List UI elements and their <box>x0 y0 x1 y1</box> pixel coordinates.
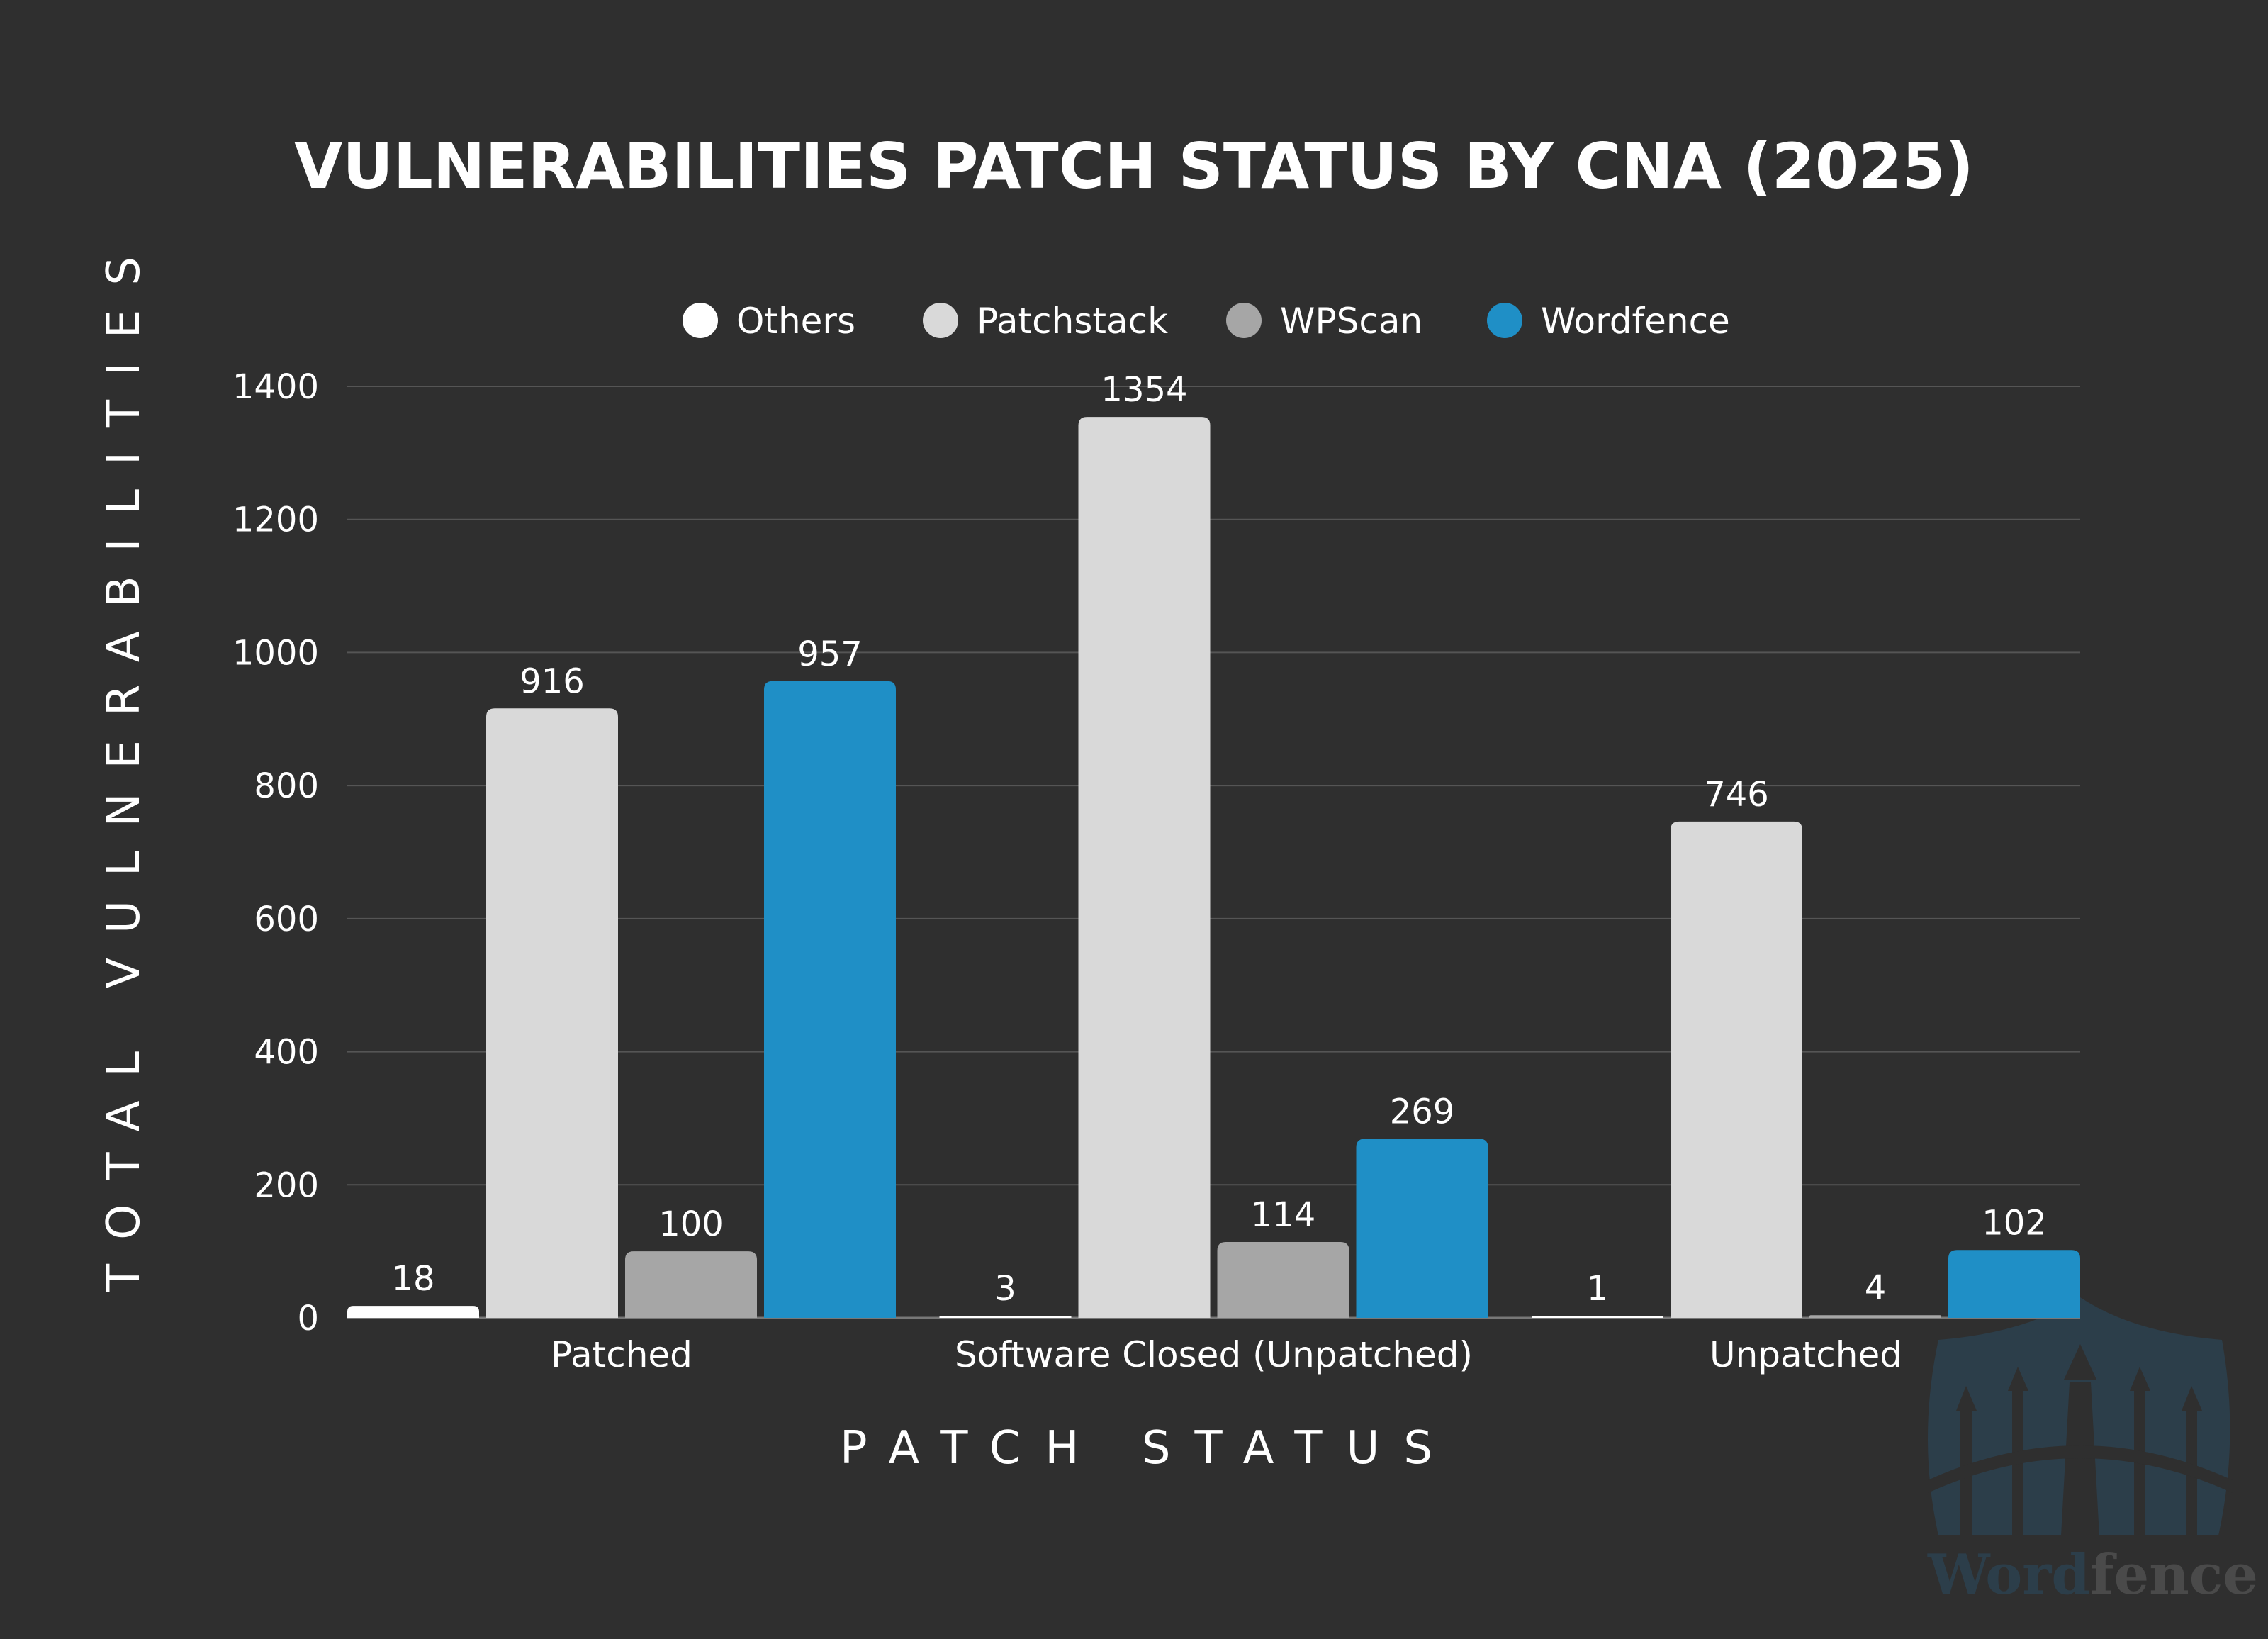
bar-others <box>939 1316 1072 1318</box>
x-category-label: Software Closed (Unpatched) <box>955 1334 1473 1375</box>
gridlines <box>347 386 2080 1319</box>
data-label: 269 <box>1390 1092 1455 1132</box>
y-tick-label: 400 <box>254 1033 319 1073</box>
bar-wordfence <box>1356 1139 1488 1318</box>
legend-label: Others <box>736 301 855 342</box>
legend-swatch-patchstack <box>923 303 958 338</box>
bar-wordfence <box>764 681 896 1318</box>
data-label: 1 <box>1587 1269 1609 1309</box>
data-label: 3 <box>994 1269 1016 1309</box>
y-axis-ticks: 0 200 400 600 800 1000 1200 1400 <box>232 367 319 1338</box>
bar-wpscan <box>1809 1315 1941 1318</box>
data-label: 4 <box>1865 1268 1887 1308</box>
data-label: 746 <box>1704 775 1769 815</box>
bar-patchstack <box>486 708 618 1318</box>
legend: Others Patchstack WPScan Wordfence <box>683 301 1730 342</box>
x-category-label: Patched <box>551 1334 692 1375</box>
data-label: 18 <box>391 1259 434 1299</box>
bar-wpscan <box>625 1251 757 1318</box>
y-tick-label: 0 <box>297 1299 319 1338</box>
y-tick-label: 200 <box>254 1165 319 1205</box>
legend-label: WPScan <box>1280 301 1422 342</box>
y-tick-label: 1200 <box>232 500 319 540</box>
y-tick-label: 600 <box>254 900 319 939</box>
legend-label: Wordfence <box>1541 301 1730 342</box>
legend-swatch-wpscan <box>1226 303 1262 338</box>
bar-wordfence <box>1948 1250 2080 1318</box>
bar-others <box>1532 1316 1663 1318</box>
bar-patchstack <box>1078 417 1211 1318</box>
wordfence-watermark-logo: Wordfence <box>1927 1297 2258 1607</box>
legend-label: Patchstack <box>977 301 1168 342</box>
data-label: 114 <box>1251 1195 1316 1235</box>
data-label: 102 <box>1982 1203 2047 1243</box>
chart-title: VULNERABILITIES PATCH STATUS BY CNA (202… <box>294 130 1974 203</box>
y-axis-title: TOTAL VULNERABILITIES <box>98 233 150 1292</box>
legend-swatch-others <box>683 303 718 338</box>
bars: 18 916 100 957 3 1354 114 269 1 746 4 102 <box>347 370 2080 1318</box>
y-tick-label: 800 <box>254 766 319 806</box>
legend-swatch-wordfence <box>1487 303 1522 338</box>
bar-wpscan <box>1217 1242 1349 1318</box>
x-category-label: Unpatched <box>1710 1334 1902 1375</box>
svg-text:Wordfence: Wordfence <box>1927 1543 2258 1607</box>
data-label: 957 <box>797 634 863 674</box>
data-label: 916 <box>520 661 585 701</box>
bar-patchstack <box>1671 821 1802 1318</box>
x-axis-title: PATCH STATUS <box>840 1422 1456 1475</box>
data-label: 100 <box>658 1204 724 1244</box>
x-axis-categories: Patched Software Closed (Unpatched) Unpatc… <box>551 1334 1902 1375</box>
y-tick-label: 1400 <box>232 367 319 407</box>
data-label: 1354 <box>1101 370 1187 410</box>
y-tick-label: 1000 <box>232 633 319 673</box>
bar-others <box>347 1306 479 1318</box>
